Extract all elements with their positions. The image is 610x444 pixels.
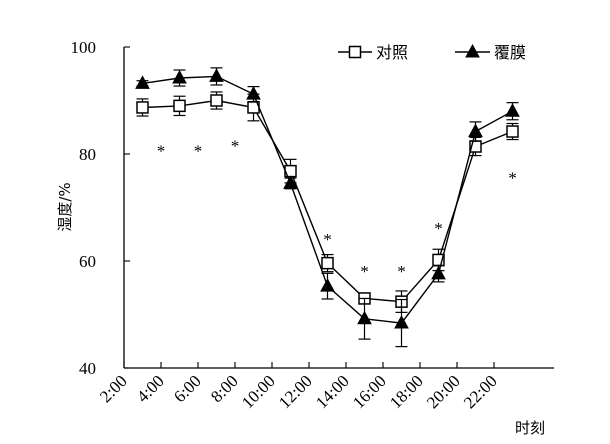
- significance-asterisk: *: [231, 136, 240, 155]
- data-point: [172, 69, 187, 84]
- x-tick-label: 14:00: [312, 371, 353, 412]
- data-point: [210, 94, 223, 107]
- data-point: [506, 125, 519, 138]
- x-tick-label: 8:00: [207, 371, 242, 406]
- x-tick-label: 18:00: [386, 371, 427, 412]
- x-tick-label: 16:00: [349, 371, 390, 412]
- legend: 对照 覆膜: [338, 43, 526, 62]
- significance-markers: * * * * * * * *: [157, 136, 517, 281]
- data-point: [173, 99, 186, 113]
- data-point: [246, 86, 261, 100]
- x-ticks: 2:00 4:00 6:00 8:0010:0012:0014:0016:0018:0…: [96, 362, 501, 412]
- y-tick-label: 60: [79, 252, 96, 271]
- axes: [123, 47, 554, 369]
- series-1: [135, 67, 520, 348]
- data-point: [135, 75, 150, 89]
- data-point: [431, 265, 446, 280]
- legend-label-mulch: 覆膜: [494, 43, 526, 62]
- series-layer: [135, 67, 520, 348]
- y-axis-title: 湿度/%: [56, 182, 74, 231]
- x-tick-label: 2:00: [96, 371, 131, 406]
- data-point: [505, 103, 520, 117]
- x-tick-label: 10:00: [238, 371, 279, 412]
- y-tick-label: 100: [71, 38, 97, 57]
- significance-asterisk: *: [157, 142, 166, 161]
- data-point: [136, 101, 149, 114]
- y-ticks: 40 60 80 100: [71, 38, 130, 378]
- significance-asterisk: *: [397, 262, 406, 281]
- legend-label-control: 对照: [376, 43, 408, 62]
- x-tick-label: 20:00: [423, 371, 464, 412]
- x-axis-title: 时刻: [515, 419, 545, 437]
- legend-marker-mulch: [465, 43, 480, 58]
- legend-marker-control: [348, 45, 362, 59]
- data-point: [394, 315, 409, 329]
- significance-asterisk: *: [194, 142, 203, 161]
- data-point: [468, 123, 483, 138]
- significance-asterisk: *: [434, 219, 443, 238]
- y-tick-label: 40: [79, 359, 96, 378]
- significance-asterisk: *: [508, 168, 517, 187]
- x-tick-label: 4:00: [133, 371, 168, 406]
- x-tick-label: 12:00: [275, 371, 316, 412]
- x-tick-label: 22:00: [460, 371, 501, 412]
- data-point: [320, 278, 335, 292]
- data-point: [321, 256, 334, 270]
- significance-asterisk: *: [360, 262, 369, 281]
- significance-asterisk: *: [323, 230, 332, 249]
- data-point: [209, 68, 224, 82]
- x-tick-label: 6:00: [170, 371, 205, 406]
- data-point: [357, 310, 372, 325]
- y-tick-label: 80: [79, 145, 96, 164]
- data-point: [283, 175, 298, 189]
